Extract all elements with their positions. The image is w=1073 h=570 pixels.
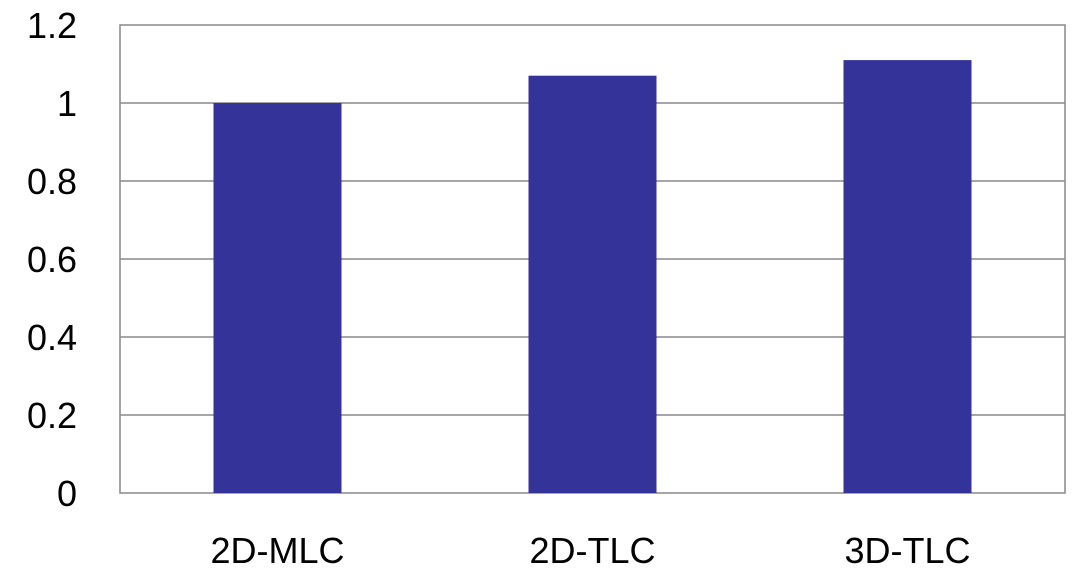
bar [213,103,342,493]
bars [213,60,972,493]
x-category-label: 2D-MLC [210,530,344,570]
bar [843,60,972,493]
y-tick-label: 0.6 [27,239,77,280]
y-axis-tick-labels: 0 0.2 0.4 0.6 0.8 1 1.2 [27,5,77,514]
y-tick-label: 1 [57,83,77,124]
y-tick-label: 0.2 [27,395,77,436]
y-tick-label: 1.2 [27,5,77,46]
x-axis-category-labels: 2D-MLC 2D-TLC 3D-TLC [210,530,970,570]
y-tick-label: 0 [57,473,77,514]
bar [528,75,657,493]
x-category-label: 2D-TLC [529,530,655,570]
x-category-label: 3D-TLC [844,530,970,570]
y-tick-label: 0.8 [27,161,77,202]
y-tick-label: 0.4 [27,317,77,358]
